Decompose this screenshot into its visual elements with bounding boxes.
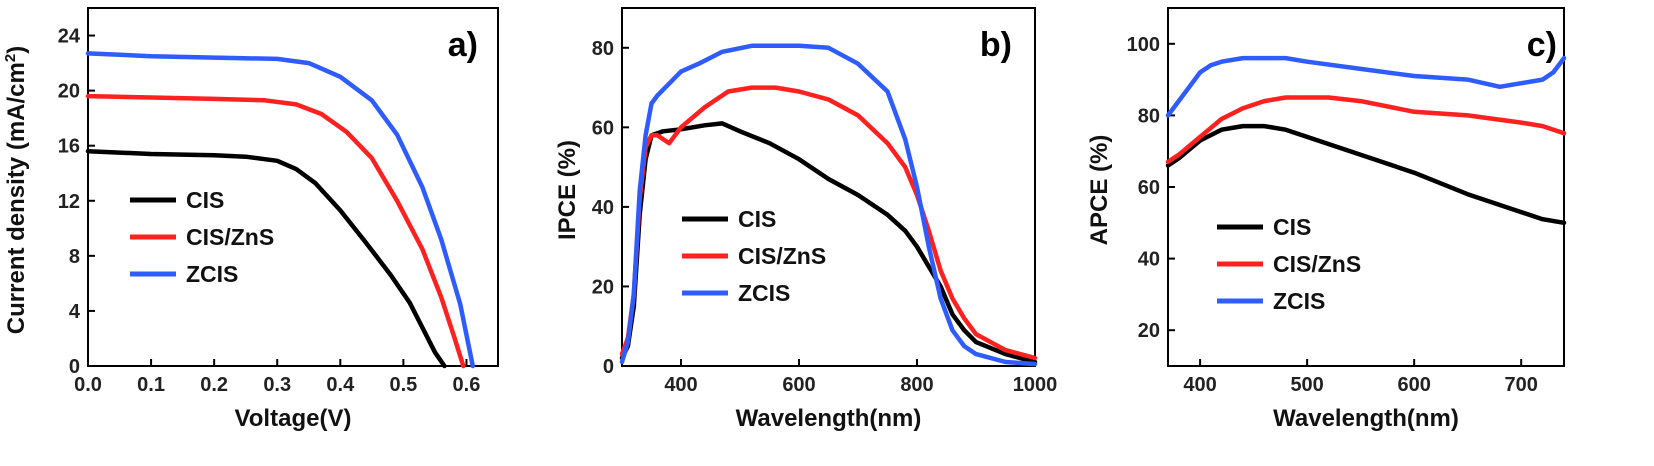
y-axis-title: IPCE (%) [554, 140, 581, 240]
y-tick-label: 40 [1138, 249, 1160, 271]
x-tick-label: 0.2 [200, 374, 228, 396]
legend: CIS CIS/ZnS ZCIS [682, 206, 826, 306]
legend-label-cis-zns: CIS/ZnS [186, 224, 274, 250]
series-line-cis [619, 121, 1038, 365]
y-tick-label: 60 [1138, 177, 1160, 199]
series-line-cis-zns [85, 93, 466, 369]
x-tick-label: 0.6 [453, 374, 481, 396]
x-tick-label: 1000 [1013, 374, 1058, 396]
chart-panel-2: 400 600 800 1000 0 20 40 60 80 Wavelength(nm) IPCE… [554, 7, 1058, 432]
y-axis-title-sup: 2 [2, 54, 19, 62]
legend: CIS CIS/ZnS ZCIS [1217, 214, 1361, 314]
y-tick-label: 8 [69, 246, 80, 268]
y-tick-label: 0 [603, 356, 614, 378]
series-line-cis [1165, 123, 1567, 226]
y-axis-title: Current density (mA/cm2) [2, 46, 30, 334]
y-tick-label: 24 [58, 26, 81, 48]
y-tick-label: 20 [58, 81, 80, 103]
series-line-zcis [85, 51, 476, 369]
y-tick-label: 60 [592, 117, 614, 139]
legend-label-cis: CIS [1273, 214, 1311, 240]
legend-label-zcis: ZCIS [186, 261, 238, 287]
legend-label-zcis: ZCIS [1273, 288, 1325, 314]
panel-label: a) [448, 26, 478, 64]
panel-label: c) [1527, 26, 1557, 64]
y-axis-title-end: ) [3, 46, 30, 54]
y-tick-label: 20 [1138, 320, 1160, 342]
y-tick-label: 20 [592, 276, 614, 298]
x-axis-title: Voltage(V) [235, 405, 352, 432]
x-tick-label: 600 [782, 374, 815, 396]
panel-label: b) [980, 26, 1012, 64]
plot-frame [621, 7, 1036, 367]
x-tick-label: 700 [1505, 374, 1538, 396]
legend: CIS CIS/ZnS ZCIS [130, 187, 274, 287]
y-tick-label: 40 [592, 197, 614, 219]
legend-label-cis: CIS [738, 206, 776, 232]
plot-frame [87, 7, 499, 367]
x-axis-title: Wavelength(nm) [736, 405, 922, 432]
y-tick-label: 4 [69, 301, 81, 323]
series-line-cis-zns [619, 85, 1038, 361]
legend-label-cis-zns: CIS/ZnS [1273, 251, 1361, 277]
y-axis-title-main: APCE (%) [1086, 135, 1113, 246]
x-tick-label: 0.5 [389, 374, 417, 396]
series-line-zcis [1165, 55, 1567, 118]
x-tick-label: 0.3 [263, 374, 291, 396]
x-tick-label: 0.4 [326, 374, 355, 396]
x-tick-label: 400 [664, 374, 697, 396]
y-axis-title: APCE (%) [1086, 135, 1113, 246]
series-line-cis-zns [1165, 95, 1567, 165]
chart-panel-3: 400 500 600 700 20 40 60 80 100 Wavelength(nm) APC… [1086, 7, 1567, 432]
x-tick-label: 600 [1397, 374, 1430, 396]
y-tick-label: 80 [1138, 105, 1160, 127]
legend-label-cis-zns: CIS/ZnS [738, 243, 826, 269]
series-line-zcis [619, 43, 1038, 367]
x-tick-label: 400 [1183, 374, 1216, 396]
legend-label-zcis: ZCIS [738, 280, 790, 306]
y-axis-title-main: IPCE (%) [554, 140, 581, 240]
x-tick-label: 0.0 [74, 374, 102, 396]
legend-label-cis: CIS [186, 187, 224, 213]
y-tick-label: 12 [58, 191, 80, 213]
y-tick-label: 16 [58, 136, 80, 158]
x-tick-label: 500 [1290, 374, 1323, 396]
y-axis-title-main: Current density (mA/cm [3, 62, 30, 334]
y-tick-label: 0 [69, 356, 80, 378]
x-tick-label: 800 [900, 374, 933, 396]
x-axis-title: Wavelength(nm) [1273, 405, 1459, 432]
y-tick-label: 100 [1127, 34, 1160, 56]
series-line-cis [85, 148, 447, 369]
y-tick-label: 80 [592, 38, 614, 60]
chart-panel-1: 0.0 0.1 0.2 0.3 0.4 0.5 0.6 0 4 8 12 16 20 24 Voltage(… [2, 7, 499, 432]
x-tick-label: 0.1 [137, 374, 165, 396]
